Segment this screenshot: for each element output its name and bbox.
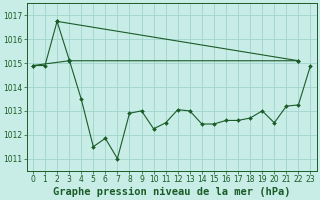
X-axis label: Graphe pression niveau de la mer (hPa): Graphe pression niveau de la mer (hPa) (53, 186, 291, 197)
